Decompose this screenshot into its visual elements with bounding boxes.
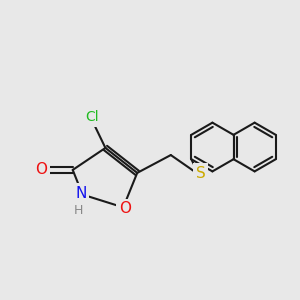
Text: O: O (35, 162, 47, 177)
Text: Cl: Cl (85, 110, 99, 124)
Text: N: N (75, 186, 87, 201)
Text: H: H (74, 203, 83, 217)
Text: S: S (196, 166, 206, 181)
Text: O: O (119, 201, 131, 216)
